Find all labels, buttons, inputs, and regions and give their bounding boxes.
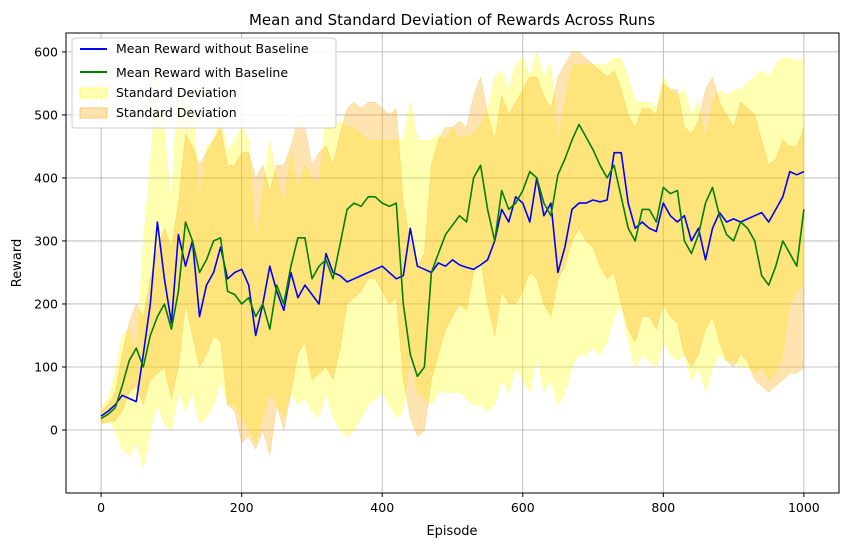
legend-label-without-baseline: Mean Reward without Baseline: [116, 41, 309, 56]
std-band-3: [100, 51, 805, 456]
y-tick-label: 0: [50, 422, 58, 437]
y-axis-label: Reward: [10, 239, 25, 287]
legend-label-std-orange: Standard Deviation: [116, 105, 237, 120]
y-tick-label: 500: [34, 107, 58, 122]
y-axis-ticks: 0 100 200 300 400 500 600: [34, 44, 66, 437]
legend-swatch-std-yellow: [79, 87, 108, 99]
y-tick-label: 100: [34, 359, 58, 374]
mean-line-0: [100, 151, 805, 417]
x-tick-label: 600: [511, 500, 535, 515]
y-tick-label: 200: [34, 296, 58, 311]
plot-frame: [65, 32, 840, 494]
x-tick-label: 200: [230, 500, 254, 515]
x-tick-label: 800: [651, 500, 675, 515]
x-tick-label: 1000: [788, 500, 820, 515]
mean-lines: [100, 123, 805, 420]
legend-label-std-yellow: Standard Deviation: [116, 85, 237, 100]
y-tick-label: 600: [34, 44, 58, 59]
legend-box: [71, 37, 337, 129]
legend: Mean Reward without Baseline Mean Reward…: [71, 37, 337, 129]
mean-line-1: [100, 123, 805, 420]
legend-swatch-std-orange: [79, 107, 108, 119]
x-tick-label: 0: [97, 500, 105, 515]
y-tick-label: 400: [34, 170, 58, 185]
y-tick-label: 300: [34, 233, 58, 248]
x-axis-ticks: 0 200 400 600 800 1000: [97, 493, 820, 515]
x-axis-label: Episode: [426, 524, 477, 539]
chart-title: Mean and Standard Deviation of Rewards A…: [249, 11, 655, 29]
x-tick-label: 400: [370, 500, 394, 515]
legend-label-with-baseline: Mean Reward with Baseline: [116, 65, 288, 80]
